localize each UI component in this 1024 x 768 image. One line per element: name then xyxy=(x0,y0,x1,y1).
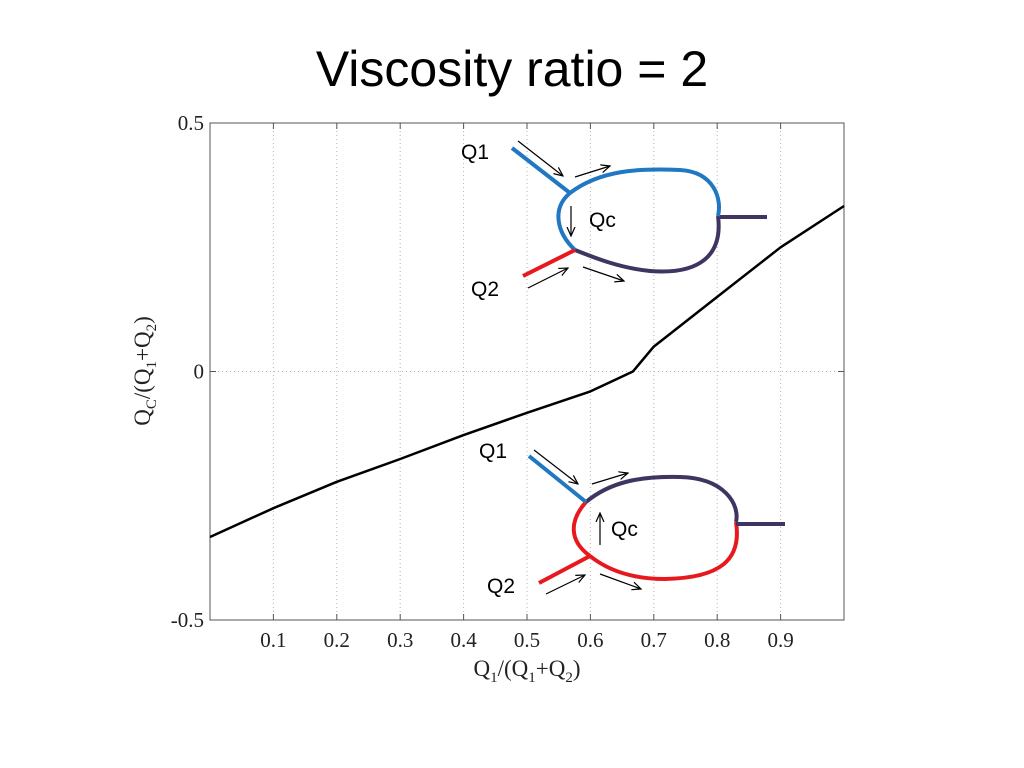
bottom-loop-red xyxy=(588,521,739,582)
series-line xyxy=(209,204,845,539)
x-tick-label: 0.1 xyxy=(260,628,286,652)
series xyxy=(209,204,845,539)
bottom-label-qc: Qc xyxy=(611,518,638,541)
x-axis-label: Q1/(Q1+Q2) xyxy=(473,656,580,686)
bottom-arrow-q1 xyxy=(533,449,578,484)
top-arrow-bottom xyxy=(582,266,624,281)
top-channel-c xyxy=(556,191,577,252)
x-tick-label: 0.4 xyxy=(450,628,477,652)
top-loop-purple xyxy=(574,215,721,274)
bottom-channel-c xyxy=(571,500,592,558)
bottom-arrow-bottom xyxy=(599,573,641,589)
top-label-q2: Q2 xyxy=(471,278,499,301)
junction-diagram-top: Q1 Qc Q2 xyxy=(461,140,767,301)
bottom-label-q1: Q1 xyxy=(479,440,507,463)
junction-diagram-bottom: Q1 Qc Q2 xyxy=(479,440,785,598)
x-tick-label: 0.7 xyxy=(641,628,667,652)
x-tick-label: 0.3 xyxy=(387,628,413,652)
x-tick-label: 0.9 xyxy=(767,628,793,652)
bottom-inlet-q1 xyxy=(527,454,588,504)
top-label-qc: Qc xyxy=(589,209,616,232)
grid xyxy=(210,123,844,620)
x-tick-label: 0.5 xyxy=(514,628,540,652)
top-loop-blue xyxy=(568,167,721,217)
top-arrow-q1 xyxy=(517,140,563,176)
top-arrow-top xyxy=(574,166,610,178)
y-tick-label: 0 xyxy=(194,360,205,384)
bottom-inlet-q2 xyxy=(538,554,591,585)
top-label-q1: Q1 xyxy=(461,141,489,164)
slide-title: Viscosity ratio = 2 xyxy=(315,41,709,97)
bottom-arrow-q2 xyxy=(545,575,585,595)
top-inlet-q2 xyxy=(522,248,576,278)
ticks: 0.1 0.2 0.3 0.4 0.5 0.6 0.7 0.8 0.9 0.5 0 -0.5 xyxy=(171,111,844,652)
bottom-arrow-top xyxy=(591,473,628,485)
top-inlet-q1 xyxy=(510,146,572,195)
y-axis-label: QC/(Q1+Q2) xyxy=(130,316,160,426)
x-tick-label: 0.6 xyxy=(577,628,603,652)
y-tick-label: -0.5 xyxy=(171,608,204,632)
x-tick-label: 0.8 xyxy=(704,628,730,652)
top-arrow-q2 xyxy=(527,268,568,289)
bottom-label-q2: Q2 xyxy=(487,575,515,598)
x-tick-label: 0.2 xyxy=(324,628,350,652)
y-tick-label: 0.5 xyxy=(178,111,204,135)
bottom-loop-purple xyxy=(584,474,739,523)
